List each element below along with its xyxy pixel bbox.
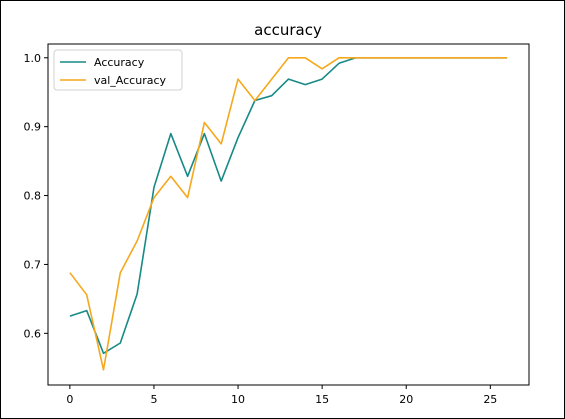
legend-label: Accuracy (94, 56, 145, 69)
legend-label: val_Accuracy (94, 74, 167, 87)
y-tick-label: 0.9 (24, 121, 42, 134)
series-layer (69, 56, 508, 371)
x-tick-label: 15 (315, 393, 329, 406)
y-tick-label: 1.0 (24, 52, 42, 65)
y-tick-label: 0.7 (24, 258, 42, 271)
x-tick-label: 5 (150, 393, 157, 406)
x-tick-label: 10 (231, 393, 245, 406)
series-line-1 (69, 56, 508, 355)
series-line-2 (69, 56, 508, 371)
legend: Accuracy val_Accuracy (53, 49, 183, 91)
y-axis: 0.6 0.7 0.8 0.9 1.0 (24, 52, 48, 340)
x-tick-label: 20 (399, 393, 413, 406)
x-axis: 0 5 10 15 20 25 (66, 385, 497, 406)
x-tick-label: 25 (483, 393, 497, 406)
x-tick-label: 0 (66, 393, 73, 406)
chart-title: accuracy (254, 21, 322, 39)
y-tick-label: 0.6 (24, 327, 42, 340)
plot-area (47, 43, 530, 386)
y-tick-label: 0.8 (24, 190, 42, 203)
